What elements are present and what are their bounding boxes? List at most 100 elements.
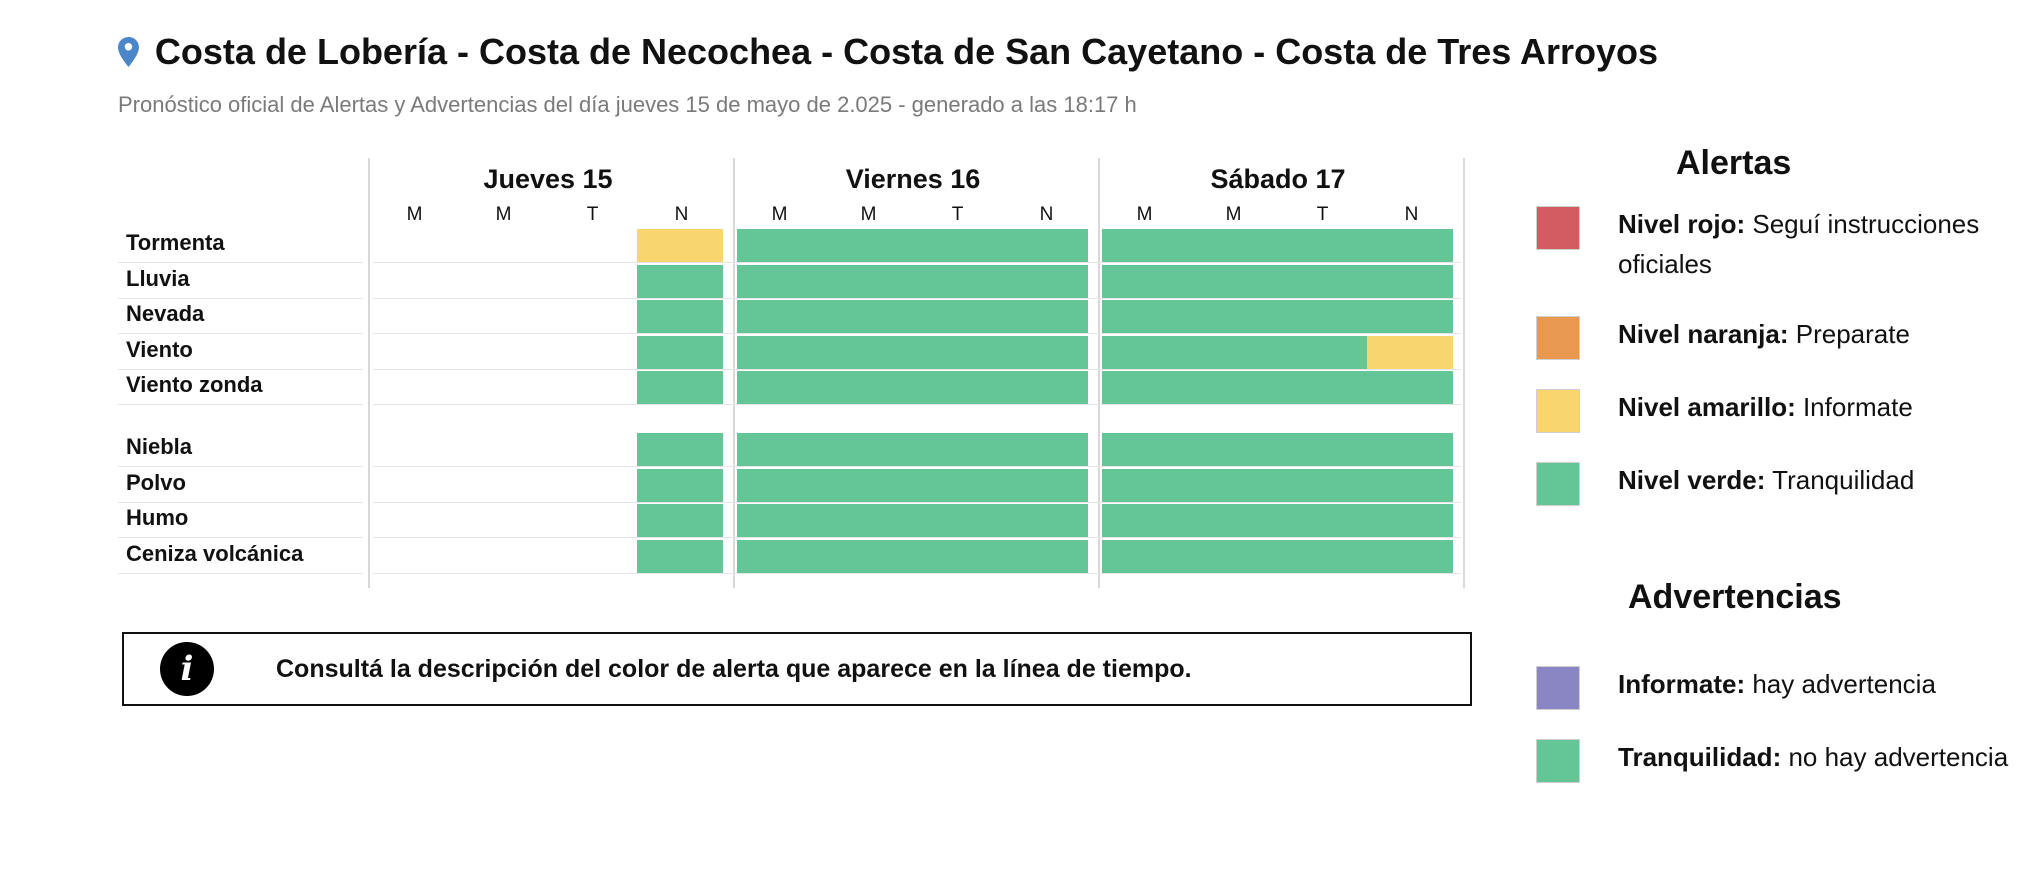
legend-level-desc: Informate: [1795, 392, 1913, 422]
alert-cell-green: [737, 229, 824, 262]
alert-cell-green: [1102, 504, 1189, 537]
alert-cell-green: [737, 264, 824, 298]
day-separator: [1463, 158, 1465, 588]
alert-cell-green: [1189, 433, 1278, 466]
legend-level-label: Tranquilidad:: [1618, 742, 1782, 772]
day-header: Viernes 16: [845, 164, 981, 194]
alert-cell-green: [1102, 335, 1189, 369]
alert-cell-green: [637, 371, 723, 404]
alert-cell-green: [913, 300, 1002, 333]
legend-swatch-purple: [1536, 666, 1580, 710]
alert-cell-green: [1278, 264, 1367, 298]
period-label: M: [771, 204, 788, 225]
row-divider: [118, 537, 363, 538]
period-label: N: [1404, 204, 1419, 225]
row-label: Humo: [126, 505, 189, 530]
alert-cell-green: [1002, 504, 1088, 537]
location-pin-icon: [118, 37, 139, 67]
alert-cell-green: [1278, 539, 1367, 573]
legend-swatch-red: [1536, 206, 1580, 250]
alert-cell-green: [1102, 229, 1189, 262]
alert-cell-green: [1189, 468, 1278, 502]
legend-item-text: Tranquilidad: no hay advertencia: [1618, 737, 2018, 777]
period-label: T: [951, 204, 964, 225]
alert-cell-green: [824, 504, 913, 537]
row-label: Viento zonda: [126, 372, 263, 397]
alert-cell-green: [1367, 468, 1453, 502]
row-label: Niebla: [126, 434, 193, 459]
row-label: Ceniza volcánica: [126, 540, 304, 566]
alert-cell-green: [1002, 335, 1088, 369]
header: Costa de Lobería - Costa de Necochea - C…: [118, 28, 1658, 118]
alert-cell-green: [913, 539, 1002, 573]
notice-text: Consultá la descripción del color de ale…: [276, 654, 1192, 683]
alert-cell-green: [1278, 300, 1367, 333]
info-icon: i: [160, 642, 214, 696]
alert-cell-green: [1189, 539, 1278, 573]
legend-item-text: Nivel amarillo: Informate: [1618, 387, 2018, 427]
row-divider: [373, 297, 1461, 299]
alert-cell-green: [824, 371, 913, 404]
alert-cell-green: [737, 300, 824, 333]
alert-cell-yellow: [637, 229, 723, 262]
row-label: Viento: [126, 336, 193, 362]
alert-cell-green: [1367, 300, 1453, 333]
alert-cell-green: [913, 371, 1002, 404]
legend-level-label: Nivel rojo:: [1618, 209, 1746, 239]
notice-box: i Consultá la descripción del color de a…: [122, 632, 1472, 706]
title-row: Costa de Lobería - Costa de Necochea - C…: [118, 28, 1658, 76]
day-separator: [1098, 158, 1100, 588]
day-header: Sábado 17: [1210, 164, 1346, 194]
alert-cell-green: [1367, 371, 1453, 404]
day-header: Jueves 15: [483, 164, 613, 194]
legend-level-desc: Preparate: [1788, 319, 1910, 349]
alert-cell-green: [824, 539, 913, 573]
row-divider: [373, 572, 1461, 574]
alert-cell-green: [1189, 371, 1278, 404]
alert-timeline: Jueves 15 M M T N Viernes 16 M M T N Sábado 17 M M T N…: [118, 158, 1478, 588]
alert-cell-green: [1002, 371, 1088, 404]
period-label: M: [1136, 204, 1153, 225]
legend-level-desc: hay advertencia: [1745, 669, 1936, 699]
alert-cell-green: [1189, 264, 1278, 298]
legend-level-label: Nivel naranja:: [1618, 319, 1789, 349]
alert-cell-green: [1102, 264, 1189, 298]
alert-cell-green: [1367, 504, 1453, 537]
alert-cell-green: [737, 433, 824, 466]
row-label: Tormenta: [126, 230, 225, 255]
row-divider: [118, 466, 363, 467]
row-label: Polvo: [126, 469, 186, 495]
alert-cell-green: [913, 433, 1002, 466]
alert-cell-green: [824, 229, 913, 262]
alert-cell-green: [1367, 539, 1453, 573]
row-divider: [373, 262, 1461, 263]
alert-cell-green: [737, 504, 824, 537]
period-label: M: [495, 204, 512, 225]
day-separator: [733, 158, 735, 588]
legend-level-label: Nivel verde:: [1618, 465, 1766, 495]
alert-cell-green: [1002, 433, 1088, 466]
alert-cell-green: [1278, 335, 1367, 369]
legend-item-text: Informate: hay advertencia: [1618, 664, 2018, 704]
legend-swatch-green: [1536, 462, 1580, 506]
row-divider: [118, 572, 363, 574]
alert-cell-green: [913, 504, 1002, 537]
alert-cell-green: [737, 539, 824, 573]
period-label: M: [406, 204, 423, 225]
period-label: T: [586, 204, 599, 225]
day-separator: [368, 158, 370, 588]
legend-level-desc: Tranquilidad: [1765, 465, 1915, 495]
period-label: M: [1225, 204, 1242, 225]
alert-cell-green: [1002, 468, 1088, 502]
alert-cell-green: [1278, 504, 1367, 537]
alert-cell-green: [737, 468, 824, 502]
alert-cell-green: [637, 539, 723, 573]
alert-cell-green: [1278, 229, 1367, 262]
alert-cell-green: [913, 335, 1002, 369]
legend-level-label: Informate:: [1618, 669, 1746, 699]
alert-cell-green: [1102, 371, 1189, 404]
row-divider: [118, 501, 363, 503]
row-divider: [373, 404, 1461, 405]
row-label: Lluvia: [126, 265, 190, 291]
legend-alerts-title: Alertas: [1676, 144, 1792, 182]
